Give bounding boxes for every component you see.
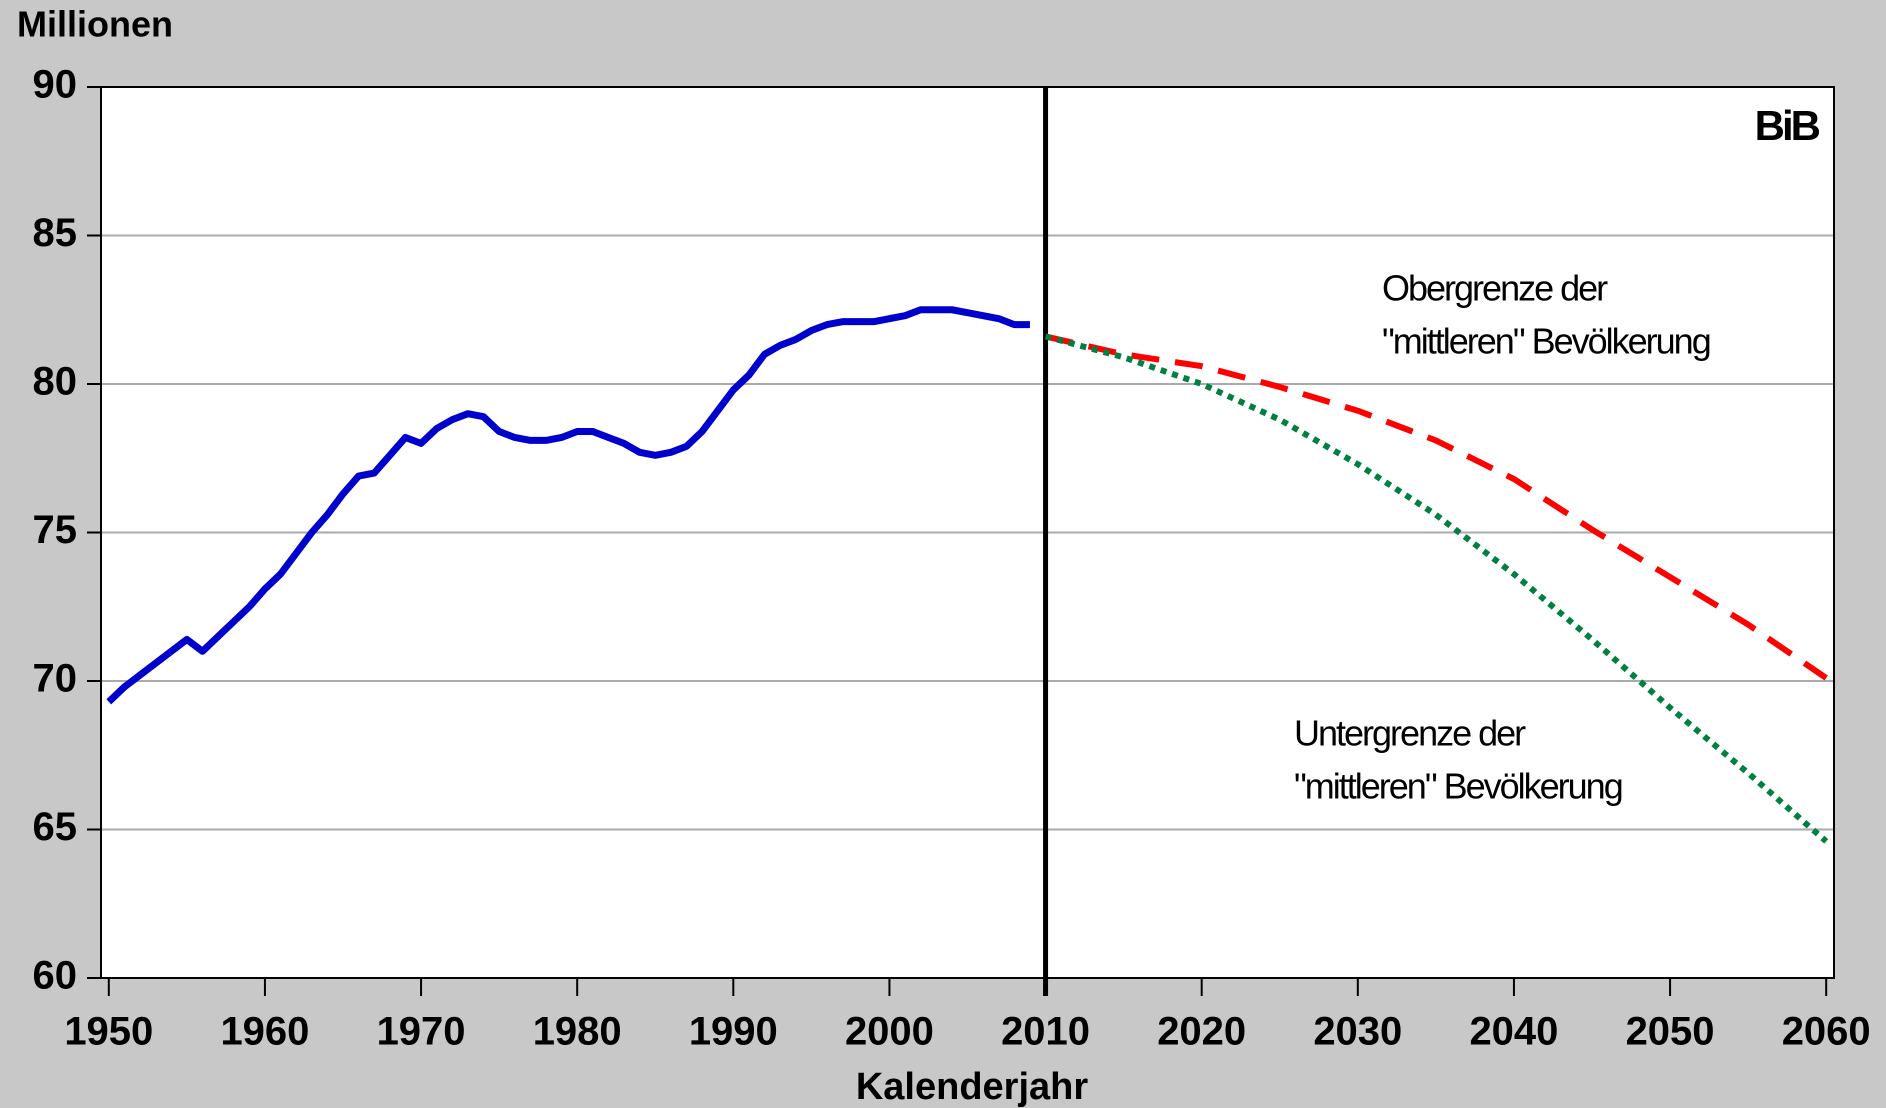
x-tick-label: 2050 [1626,1010,1715,1054]
x-tick-label: 2020 [1157,1010,1246,1054]
series-line [106,306,1030,705]
x-tick-label: 1980 [533,1010,622,1054]
x-tick-label: 2040 [1469,1010,1558,1054]
x-tick-label: 2010 [1001,1010,1090,1054]
annotation: "mittleren" Bevölkerung [1382,321,1710,362]
y-tick-label: 85 [33,211,78,255]
x-tick-label: 1950 [64,1010,153,1054]
series-line [1044,333,1828,681]
y-tick-label: 65 [33,805,78,849]
x-tick-label: 1960 [220,1010,309,1054]
y-tick-label: 75 [33,508,78,552]
y-tick-label: 90 [33,63,78,107]
y-tick-label: 80 [33,360,78,404]
watermark: BiB [1755,102,1820,149]
x-tick-label: 2030 [1313,1010,1402,1054]
x-axis-label: Kalenderjahr [856,1066,1089,1108]
x-tick-label: 1970 [377,1010,466,1054]
y-tick-label: 60 [33,954,78,998]
annotation: Obergrenze der [1382,268,1608,309]
annotation: "mittleren" Bevölkerung [1294,766,1622,807]
x-tick-label: 2000 [845,1010,934,1054]
y-axis-label: Millionen [17,4,173,45]
annotation: Untergrenze der [1294,713,1526,754]
x-tick-label: 1990 [689,1010,778,1054]
x-tick-label: 2060 [1782,1010,1871,1054]
y-tick-label: 70 [33,657,78,701]
plot-frame [100,86,1835,979]
series-line [1044,333,1829,844]
